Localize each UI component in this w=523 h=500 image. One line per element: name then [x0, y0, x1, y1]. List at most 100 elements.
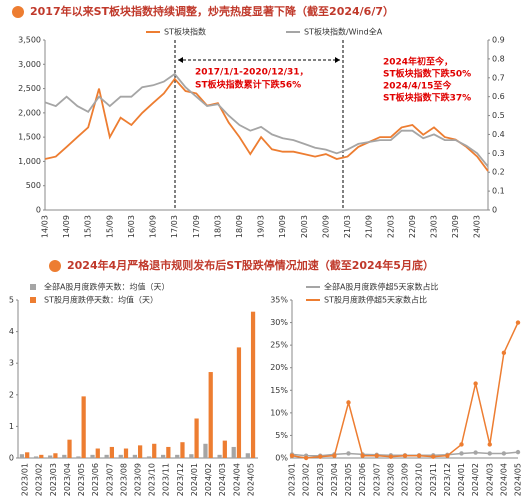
y-tick-label: 5 — [9, 296, 14, 305]
bar — [95, 448, 100, 458]
bar — [217, 454, 222, 458]
x-tick-label: 2024/05 — [246, 463, 255, 496]
y2-tick-label: 0.5 — [492, 111, 505, 120]
x-tick-label: 2023/09 — [134, 463, 143, 496]
x-tick-label: 2023/03 — [316, 463, 325, 496]
section-icon — [12, 6, 24, 18]
x-tick-label: 2023/10 — [148, 463, 157, 496]
x-tick-label: 21/09 — [365, 215, 374, 238]
x-tick-label: 2024/04 — [232, 463, 241, 496]
x-tick-label: 22/03 — [386, 215, 395, 238]
x-tick-label: 2023/10 — [415, 463, 424, 496]
x-tick-label: 2023/03 — [49, 463, 58, 496]
x-tick-label: 21/03 — [343, 215, 352, 238]
y-tick-label: 3,500 — [18, 36, 41, 45]
x-tick-label: 16/09 — [149, 215, 158, 238]
bar — [175, 454, 180, 458]
point — [416, 453, 422, 458]
bar — [236, 347, 242, 458]
point — [515, 449, 521, 455]
x-tick-label: 23/03 — [429, 215, 438, 238]
x-tick-label: 14/09 — [62, 215, 71, 238]
x-tick-label: 2023/12 — [176, 463, 185, 496]
legend-label: ST板块指数/Wind全A — [304, 27, 383, 37]
x-tick-label: 2024/04 — [499, 463, 508, 496]
x-tick-label: 20/09 — [321, 215, 330, 238]
annotation: 2024/4/15至今 — [383, 80, 452, 92]
y-tick-label: 0 — [36, 206, 41, 215]
x-tick-label: 2023/08 — [119, 463, 128, 496]
bar — [245, 453, 250, 458]
x-tick-label: 22/09 — [408, 215, 417, 238]
y-tick-label: 2 — [9, 390, 14, 399]
y2-tick-label: 0.6 — [492, 92, 505, 101]
annotation: ST板块指数下跌50% — [383, 68, 471, 80]
x-tick-label: 2023/09 — [401, 463, 410, 496]
y-tick-label: 35% — [270, 296, 288, 305]
y-tick-label: 5% — [275, 431, 288, 440]
point — [473, 381, 478, 386]
bar — [152, 443, 157, 458]
y2-tick-label: 0.4 — [492, 130, 505, 139]
y-tick-label: 4 — [9, 327, 14, 336]
annotation: 2024年初至今， — [383, 56, 453, 68]
y2-tick-label: 0.9 — [492, 36, 505, 45]
bar — [189, 454, 194, 458]
x-tick-label: 2024/01 — [190, 463, 199, 496]
point — [332, 453, 337, 458]
bar — [166, 446, 171, 458]
bar — [222, 440, 227, 458]
x-tick-label: 23/09 — [451, 215, 460, 238]
x-tick-label: 19/03 — [257, 215, 266, 238]
bar — [250, 311, 256, 458]
y-tick-label: 2,500 — [18, 84, 41, 93]
x-tick-label: 20/03 — [300, 215, 309, 238]
bar — [123, 448, 129, 458]
point — [346, 400, 351, 405]
bar — [19, 454, 25, 458]
series-line — [44, 72, 489, 168]
point — [431, 454, 436, 459]
x-tick-label: 17/03 — [170, 215, 179, 238]
bar — [39, 454, 44, 458]
point — [360, 453, 365, 458]
x-tick-label: 2023/12 — [443, 463, 452, 496]
y-tick-label: 1,500 — [18, 133, 41, 142]
bar — [76, 456, 81, 458]
x-tick-label: 18/03 — [213, 215, 222, 238]
y2-tick-label: 0.1 — [492, 187, 505, 196]
x-tick-label: 2023/02 — [35, 463, 44, 496]
bar — [132, 454, 137, 458]
x-tick-label: 2023/05 — [344, 463, 353, 496]
point — [459, 451, 464, 456]
y-tick-label: 10% — [270, 408, 288, 417]
annotation: ST板块指数下跌37% — [383, 92, 471, 104]
point — [318, 454, 323, 459]
x-tick-label: 2024/02 — [204, 463, 213, 496]
x-tick-label: 2023/01 — [288, 463, 297, 496]
point — [346, 451, 351, 456]
bar — [67, 439, 72, 458]
x-tick-label: 2023/04 — [63, 463, 72, 496]
x-tick-label: 16/03 — [127, 215, 136, 238]
y-tick-label: 1,000 — [18, 157, 41, 166]
y2-tick-label: 0 — [492, 206, 497, 215]
point — [402, 453, 408, 458]
point — [501, 451, 507, 456]
y-tick-label: 3,000 — [18, 60, 41, 69]
bar — [53, 453, 58, 458]
bar — [109, 446, 114, 458]
point — [487, 442, 492, 447]
point — [289, 453, 295, 458]
bar — [118, 454, 123, 458]
y-tick-label: 500 — [26, 181, 41, 190]
x-tick-label: 24/03 — [473, 215, 482, 238]
point — [445, 453, 450, 458]
bar — [194, 418, 199, 458]
x-tick-label: 14/03 — [41, 215, 50, 238]
legend-label: ST股月度跌停超5天家数占比 — [324, 295, 427, 305]
x-tick-label: 2023/04 — [330, 463, 339, 496]
point — [459, 442, 464, 447]
bar — [48, 455, 53, 458]
bar — [146, 456, 152, 458]
